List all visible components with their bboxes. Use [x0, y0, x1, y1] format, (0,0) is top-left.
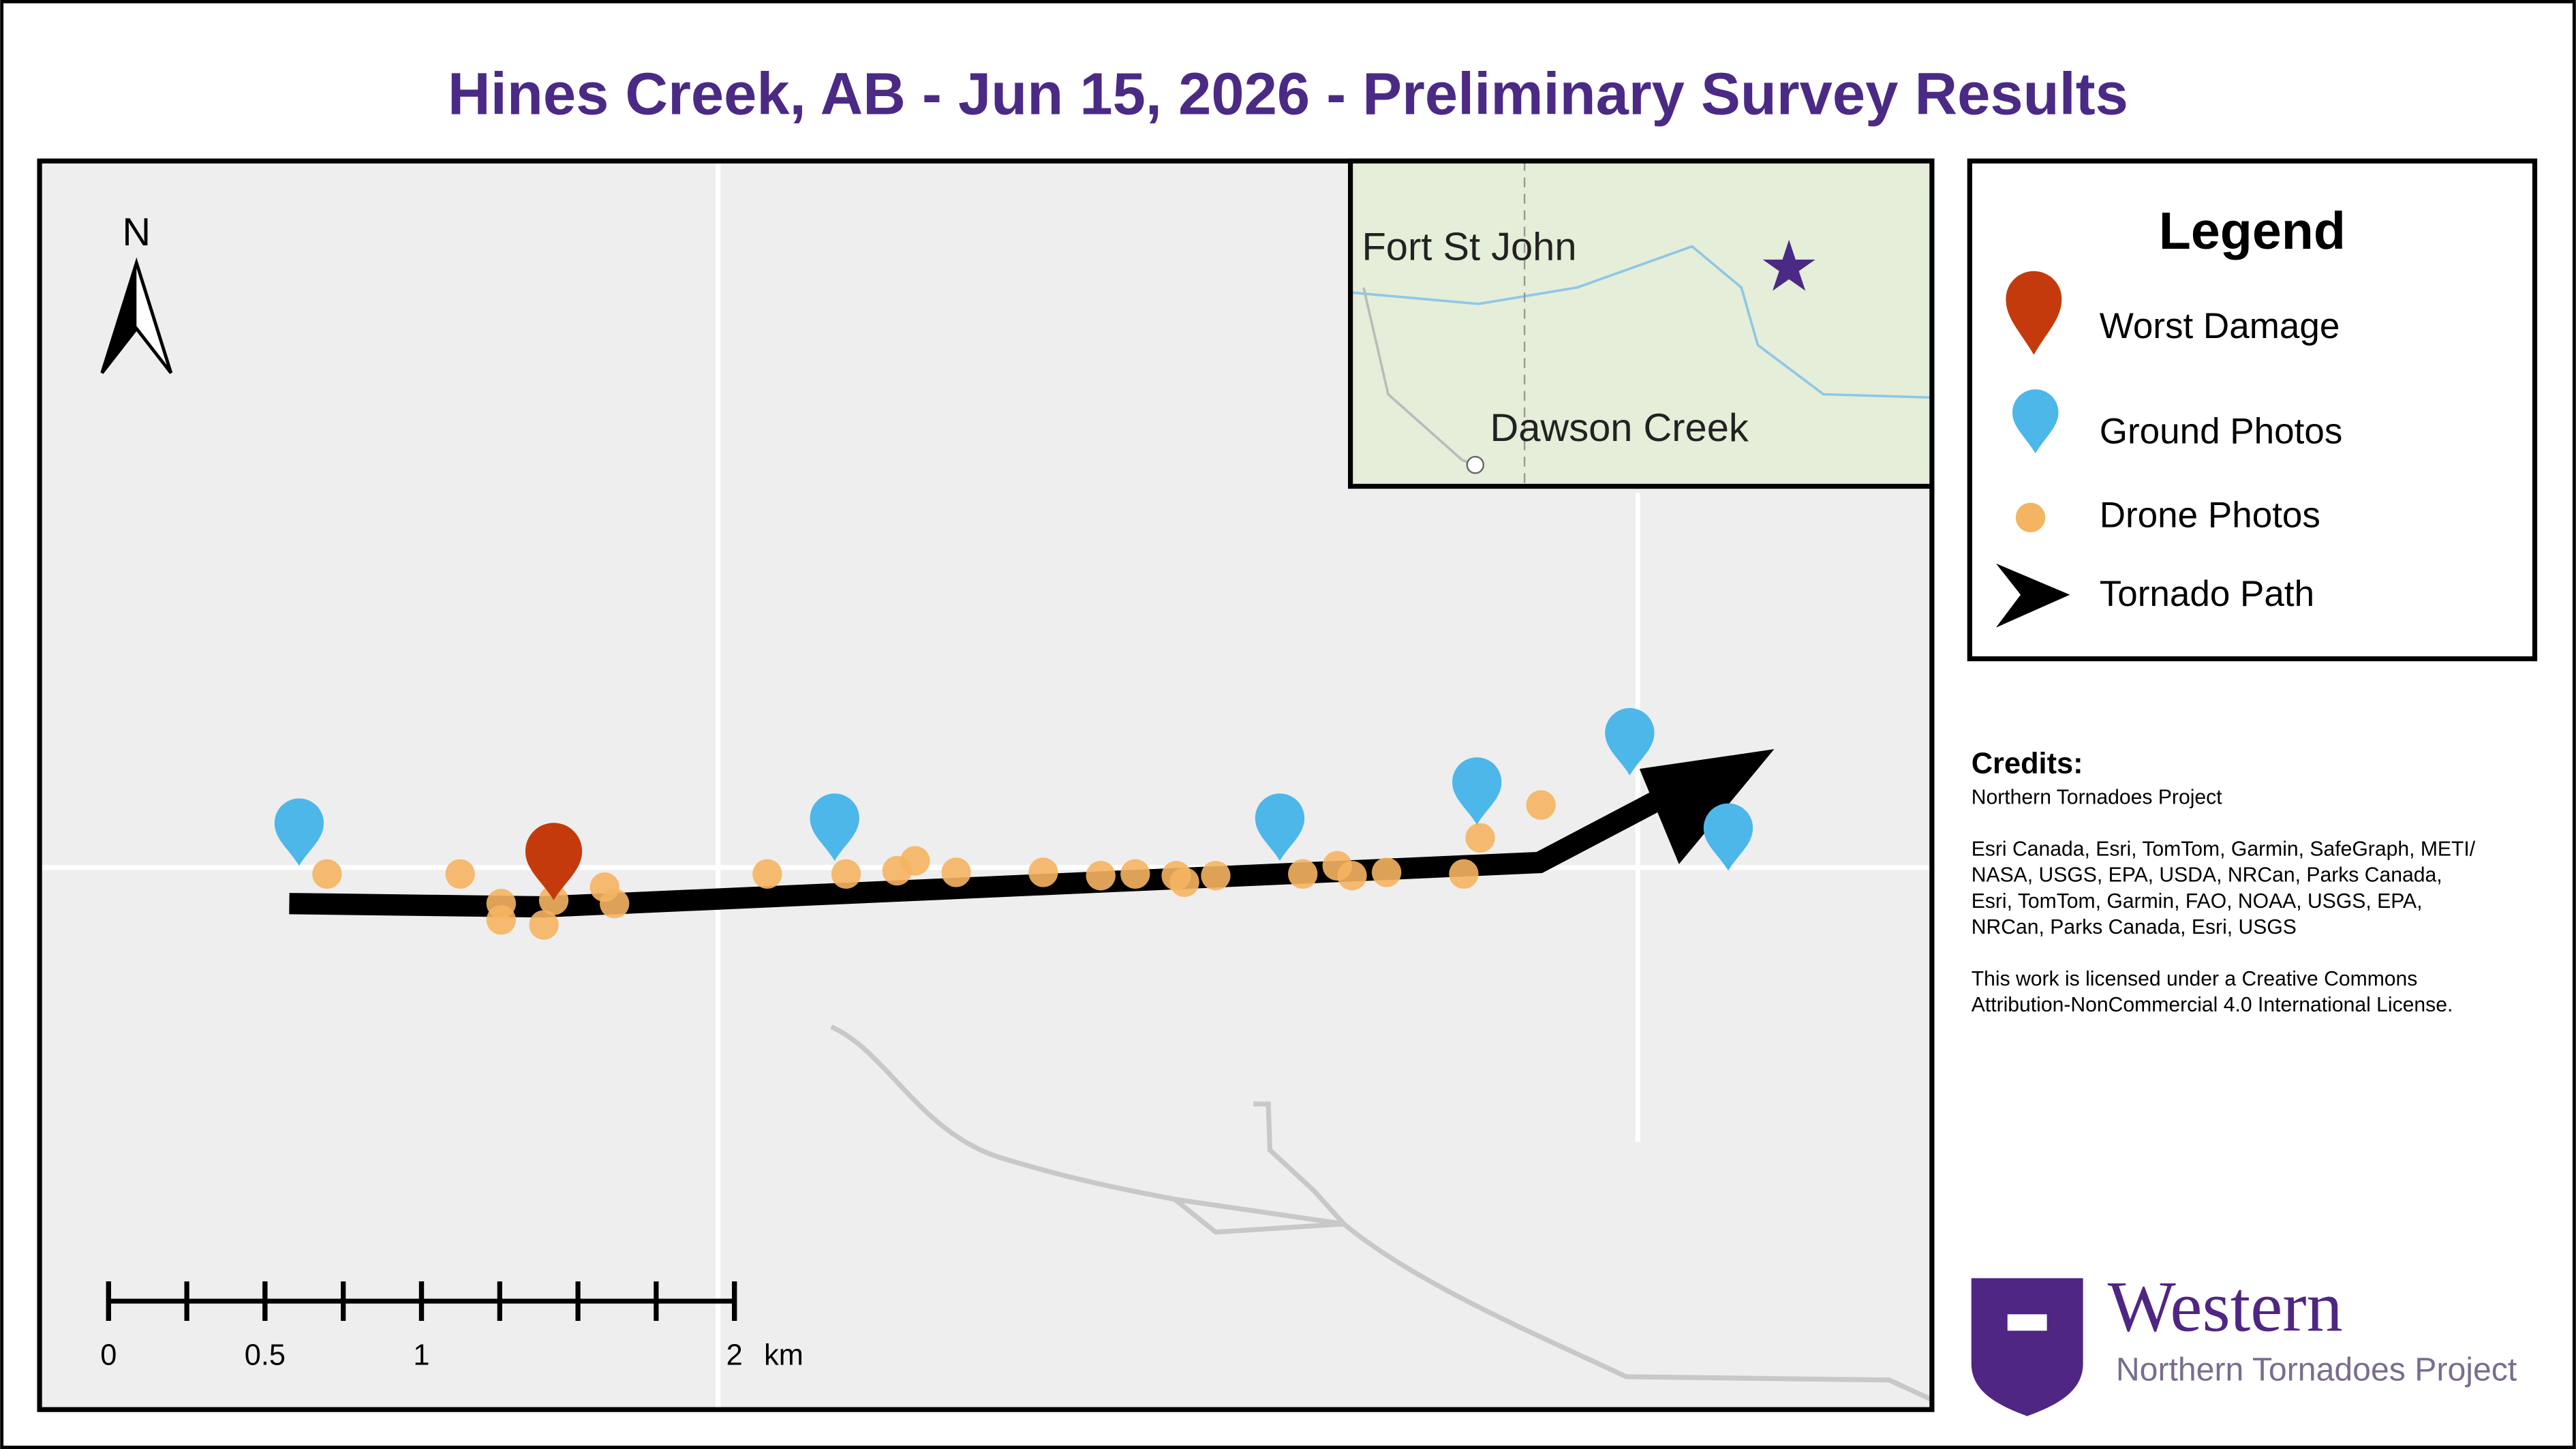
- scale-label: 1: [413, 1339, 429, 1371]
- minor-road: [1173, 1101, 1349, 1235]
- title: Hines Creek, AB - Jun 15, 2026 - Prelimi…: [448, 61, 2128, 127]
- drone-photo: [1028, 857, 1058, 887]
- drone-photo: [1201, 861, 1231, 891]
- ground-photo: [1452, 757, 1502, 825]
- legend-symbol: [2015, 502, 2046, 532]
- legend-title: Legend: [2159, 202, 2346, 260]
- credits-line: Attribution-NonCommercial 4.0 Internatio…: [1972, 994, 2453, 1016]
- ground-photo: [810, 793, 859, 861]
- legend-item: Worst Damage: [2100, 306, 2340, 346]
- legend-symbol: [2006, 271, 2062, 355]
- drone-photo: [752, 859, 782, 889]
- legend-item: Drone Photos: [2100, 495, 2320, 535]
- drone-photo: [486, 905, 517, 935]
- drone-photo: [900, 846, 930, 876]
- credits-line: Esri, TomTom, Garmin, FAO, NOAA, USGS, E…: [1972, 890, 2423, 913]
- inset-frame: [1347, 158, 1935, 489]
- ground-photo: [1255, 793, 1305, 861]
- credits-line: NASA, USGS, EPA, USDA, NRCan, Parks Cana…: [1972, 864, 2442, 887]
- drone-photo: [1120, 859, 1150, 889]
- drone-photo: [1526, 790, 1556, 820]
- legend-box: [1967, 158, 2538, 662]
- inset-label: Fort St John: [1362, 226, 1576, 269]
- drone-photo: [1337, 861, 1367, 891]
- drone-photo: [941, 857, 971, 887]
- credits-line: Northern Tornadoes Project: [1972, 786, 2222, 808]
- logo-subtitle: Northern Tornadoes Project: [2116, 1351, 2517, 1388]
- ground-photo: [274, 798, 324, 866]
- scale-bar: 0 0.5 1 2 km: [100, 1281, 803, 1371]
- drone-photo: [1371, 857, 1402, 887]
- town: [1466, 455, 1485, 474]
- drone-photo: [529, 910, 559, 940]
- worst-damage: [525, 823, 583, 900]
- logo-detail: [2007, 1314, 2047, 1331]
- drone-photo: [1465, 823, 1495, 853]
- scale-label: 0.5: [245, 1339, 286, 1371]
- legend-symbol: [2012, 389, 2059, 454]
- survey-points: [274, 707, 1753, 940]
- ground-photo: [1605, 707, 1655, 776]
- credits-heading: Credits:: [1972, 748, 2083, 780]
- credits: Credits: Northern Tornadoes Project Esri …: [1972, 748, 2476, 1016]
- drone-photo: [1086, 861, 1116, 891]
- credits-line: Esri Canada, Esri, TomTom, Garmin, SafeG…: [1972, 838, 2476, 861]
- credits-line: NRCan, Parks Canada, Esri, USGS: [1972, 916, 2297, 939]
- ground-photo: [1703, 803, 1753, 871]
- scale-label: 2: [726, 1339, 743, 1371]
- logo-shield: [1971, 1278, 2083, 1416]
- map-frame: [37, 158, 1935, 1412]
- drone-photo: [1288, 859, 1318, 889]
- drone-photo: [1449, 859, 1479, 889]
- scale-label: 0: [100, 1339, 117, 1371]
- drone-photo: [831, 859, 861, 889]
- minor-road: [830, 1024, 1933, 1402]
- logo: Western Northern Tornadoes Project: [1971, 1266, 2517, 1416]
- legend-item: Tornado Path: [2100, 574, 2314, 614]
- drone-photo: [1169, 867, 1199, 898]
- legend: Legend Worst Damage Ground Photos Drone …: [1967, 158, 2538, 662]
- north-label: N: [122, 211, 151, 254]
- logo-name: Western: [2108, 1266, 2343, 1347]
- inset-map: Fort St John Dawson Creek: [1347, 158, 1935, 489]
- drone-photo: [600, 889, 630, 919]
- river: [1350, 245, 1932, 399]
- inset-label: Dawson Creek: [1490, 406, 1748, 450]
- legend-symbol: [1995, 563, 2070, 628]
- location-star: [1762, 239, 1815, 291]
- credits-line: This work is licensed under a Creative C…: [1972, 968, 2418, 990]
- inset-background: [1350, 161, 1932, 487]
- tornado-arrow: [1639, 749, 1775, 864]
- legend-item: Ground Photos: [2100, 411, 2343, 451]
- drone-photo: [445, 859, 475, 889]
- scale-unit: km: [764, 1339, 803, 1371]
- drone-photo: [312, 859, 342, 889]
